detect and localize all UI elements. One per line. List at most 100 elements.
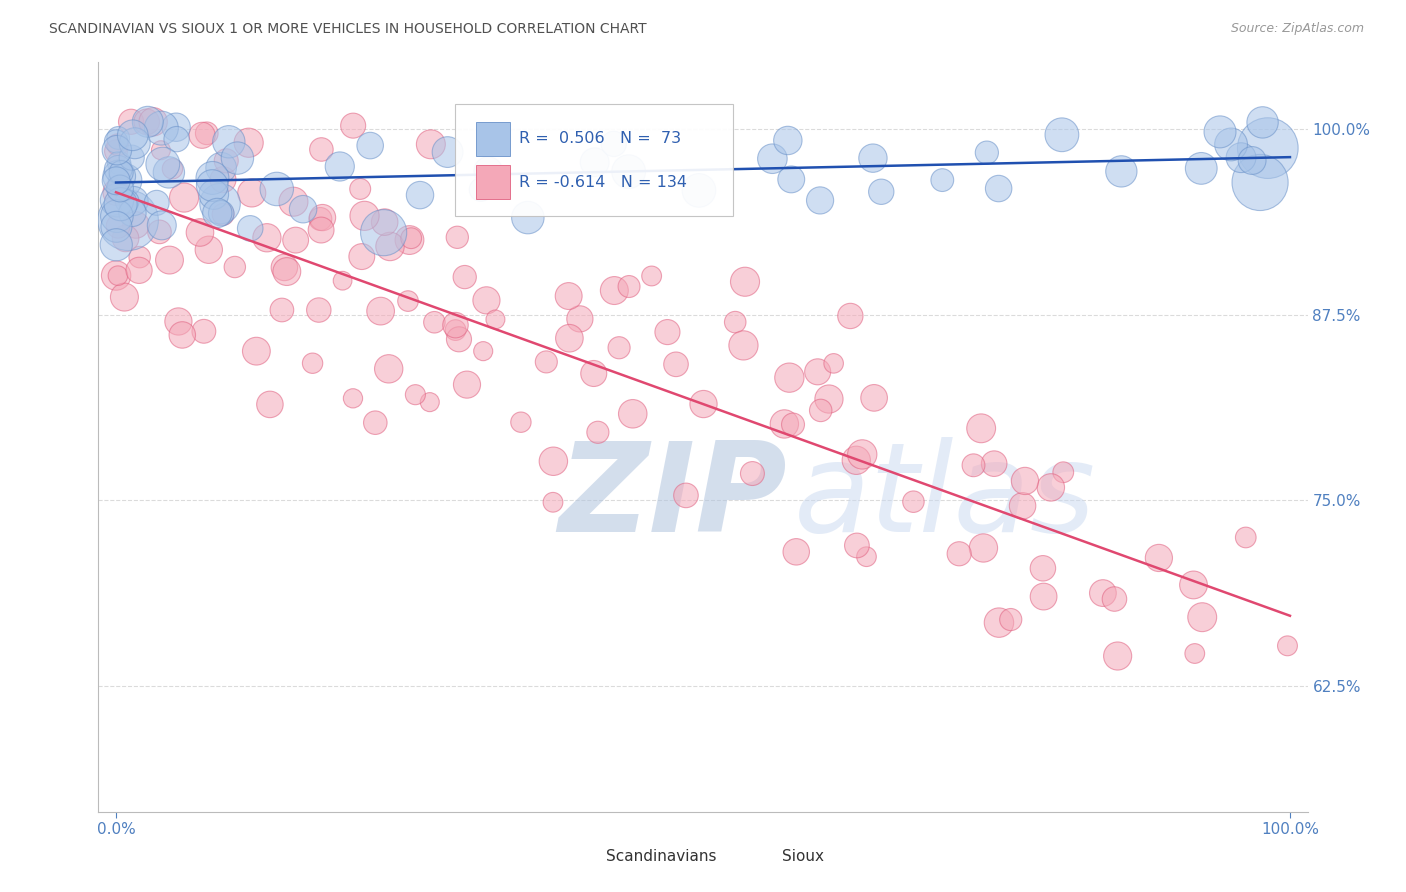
Point <box>1052 465 1074 479</box>
Point <box>128 263 150 277</box>
Point <box>586 425 609 440</box>
Point <box>107 268 129 283</box>
Point <box>378 239 401 253</box>
Point <box>1234 531 1257 545</box>
Point <box>135 115 157 129</box>
Point <box>1147 551 1170 566</box>
Point <box>1050 128 1073 142</box>
Point <box>256 231 278 245</box>
Point <box>1277 639 1299 653</box>
Point <box>167 314 190 328</box>
Point <box>1104 592 1126 607</box>
Point <box>516 211 538 225</box>
Point <box>195 126 218 140</box>
Point <box>845 453 868 467</box>
Point <box>266 182 288 196</box>
Point <box>105 209 128 223</box>
Point <box>148 225 170 239</box>
Point <box>903 494 925 508</box>
Point <box>603 136 626 151</box>
Point <box>1032 590 1054 604</box>
Point <box>108 181 131 195</box>
Point <box>785 545 807 559</box>
Point <box>436 145 458 159</box>
Point <box>931 173 953 187</box>
Point <box>311 211 333 225</box>
Point <box>342 119 364 133</box>
Point <box>105 193 128 207</box>
Point <box>226 151 249 165</box>
Point <box>543 454 565 468</box>
Point <box>329 160 352 174</box>
Point <box>962 458 984 473</box>
Point <box>1014 474 1036 488</box>
Point <box>396 294 419 309</box>
Point <box>948 547 970 561</box>
Point <box>207 206 229 220</box>
Point <box>987 181 1010 195</box>
Point <box>444 318 467 332</box>
Point <box>105 174 128 188</box>
Point <box>778 370 800 384</box>
Point <box>399 231 422 245</box>
Point <box>309 223 332 237</box>
Point <box>105 219 128 234</box>
Point <box>245 344 267 359</box>
Point <box>870 185 893 199</box>
Point <box>423 315 446 329</box>
Point <box>444 323 467 337</box>
Point <box>692 397 714 411</box>
Point <box>224 260 246 274</box>
Point <box>349 182 371 196</box>
Point <box>447 332 470 346</box>
Point <box>484 312 506 326</box>
Text: R =  0.506   N =  73: R = 0.506 N = 73 <box>519 131 682 146</box>
Bar <box>475 122 509 156</box>
Bar <box>758 844 779 868</box>
Point <box>808 194 831 208</box>
Point <box>776 133 799 147</box>
Point <box>456 377 478 392</box>
Point <box>377 361 399 376</box>
Point <box>108 156 131 170</box>
Point <box>150 121 173 136</box>
Point <box>191 128 214 143</box>
Point <box>107 131 129 145</box>
Text: ZIP: ZIP <box>558 436 786 558</box>
Point <box>142 115 165 129</box>
Point <box>112 290 135 304</box>
Point <box>172 327 194 342</box>
Text: Scandinavians: Scandinavians <box>606 849 717 864</box>
Point <box>972 541 994 555</box>
Point <box>983 457 1005 471</box>
Point <box>976 145 998 160</box>
Point <box>115 194 138 209</box>
Point <box>238 136 260 150</box>
Point <box>398 233 420 247</box>
Point <box>1230 151 1253 165</box>
Point <box>107 162 129 177</box>
Point <box>582 367 605 381</box>
Point <box>640 268 662 283</box>
Point <box>1000 613 1022 627</box>
Point <box>108 169 131 184</box>
Point <box>136 115 159 129</box>
Point <box>558 331 581 345</box>
Point <box>761 152 783 166</box>
Point <box>617 279 640 293</box>
Point <box>583 155 606 169</box>
Point <box>145 195 167 210</box>
Point <box>301 356 323 370</box>
Point <box>150 219 173 233</box>
Point <box>173 190 195 204</box>
Point <box>212 172 235 186</box>
Point <box>607 341 630 355</box>
Point <box>657 325 679 339</box>
Point <box>114 231 136 245</box>
Point <box>209 161 232 175</box>
Point <box>733 338 755 352</box>
Point <box>259 397 281 411</box>
Point <box>1191 610 1213 624</box>
Point <box>741 467 763 481</box>
Point <box>568 312 591 326</box>
